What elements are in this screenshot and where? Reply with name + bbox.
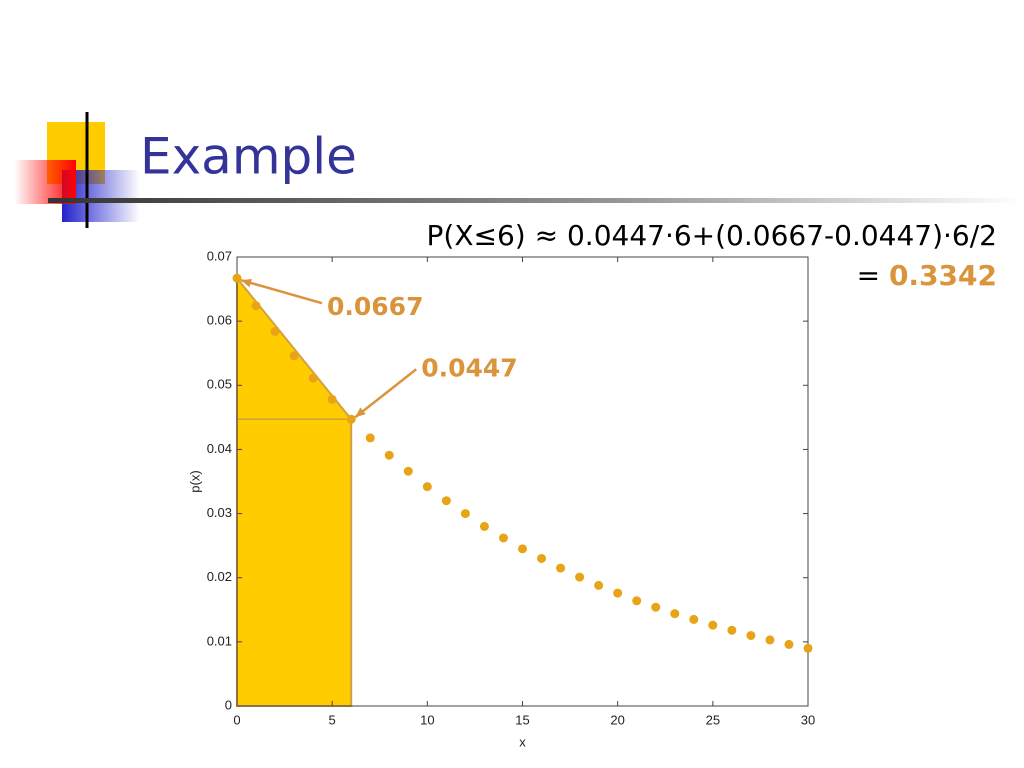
- data-point: [308, 373, 318, 383]
- formula-line: P(X≤6) ≈ 0.0447·6+(0.0667-0.0447)·6/2: [427, 219, 997, 252]
- data-point: [537, 553, 547, 563]
- data-point: [251, 301, 261, 311]
- formula-result: 0.3342: [889, 259, 997, 292]
- data-point: [708, 620, 718, 630]
- data-point: [327, 394, 337, 404]
- data-point: [346, 414, 356, 424]
- data-point: [289, 351, 299, 361]
- data-point: [232, 273, 242, 283]
- data-point: [479, 521, 489, 531]
- data-point: [613, 588, 623, 598]
- data-point: [518, 544, 527, 554]
- annotation-arrowhead: [241, 279, 252, 288]
- formula-result-line: = 0.3342: [857, 259, 997, 292]
- y-tick-label: 0.02: [207, 569, 232, 584]
- data-point: [422, 482, 432, 492]
- annotation-arrowhead: [355, 407, 366, 418]
- y-tick-label: 0.04: [207, 441, 232, 456]
- y-tick-label: 0.06: [207, 313, 232, 328]
- annotation-label: 0.0447: [421, 353, 517, 382]
- data-point: [670, 609, 680, 619]
- slide-decoration: [14, 112, 1024, 228]
- x-tick-label: 20: [610, 712, 624, 727]
- data-point: [803, 643, 813, 653]
- y-tick-label: 0.07: [207, 248, 232, 263]
- data-point: [403, 466, 413, 476]
- x-tick-label: 15: [515, 712, 529, 727]
- data-point: [270, 326, 280, 336]
- data-point: [384, 450, 394, 460]
- data-point: [784, 639, 794, 649]
- chart: 0 5 10 15 20 25 30 0 0.01 0.02 0.03 0.04 0.05 0.06 0.0…: [187, 248, 815, 749]
- annotation-arrow: [240, 278, 323, 305]
- data-point: [498, 533, 508, 543]
- annotation-label: 0.0667: [327, 292, 423, 321]
- data-point: [689, 614, 699, 624]
- data-point: [632, 596, 642, 606]
- equals-sign: =: [857, 259, 880, 292]
- data-point: [441, 496, 451, 506]
- data-point: [651, 602, 661, 612]
- x-axis-label: x: [519, 734, 526, 749]
- y-tick-label: 0.01: [207, 633, 232, 648]
- data-point: [727, 625, 737, 635]
- shaded-area: [236, 275, 353, 707]
- data-point: [765, 635, 775, 645]
- x-tick-label: 30: [801, 712, 815, 727]
- x-tick-label: 5: [329, 712, 336, 727]
- y-tick-label: 0.05: [207, 377, 232, 392]
- annotation-arrow: [354, 368, 417, 419]
- y-axis-label: p(x): [187, 470, 202, 492]
- data-point: [365, 433, 375, 443]
- x-tick-label: 0: [233, 712, 240, 727]
- data-point: [460, 509, 470, 519]
- data-point: [594, 580, 604, 590]
- data-point: [575, 572, 585, 582]
- slide-title: Example: [140, 128, 357, 186]
- y-tick-label: 0: [225, 697, 232, 712]
- x-tick-label: 25: [706, 712, 720, 727]
- x-tick-label: 10: [420, 712, 434, 727]
- data-point: [746, 630, 756, 640]
- data-point: [556, 563, 566, 573]
- y-tick-label: 0.03: [207, 505, 232, 520]
